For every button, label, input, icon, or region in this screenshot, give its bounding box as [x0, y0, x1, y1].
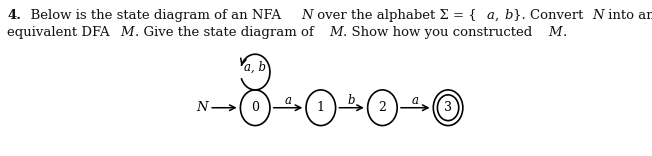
Text: 4.: 4.	[7, 9, 22, 22]
Text: N: N	[196, 101, 207, 114]
Text: equivalent DFA: equivalent DFA	[7, 27, 114, 39]
Text: . Give the state diagram of: . Give the state diagram of	[135, 27, 318, 39]
Text: 2: 2	[378, 101, 387, 114]
Text: b: b	[348, 94, 355, 107]
Text: 1: 1	[317, 101, 325, 114]
Text: Below is the state diagram of an NFA: Below is the state diagram of an NFA	[22, 9, 286, 22]
Text: over the alphabet Σ = {: over the alphabet Σ = {	[314, 9, 477, 22]
Text: b: b	[504, 9, 512, 22]
Text: N: N	[301, 9, 313, 22]
Text: }. Convert: }. Convert	[513, 9, 587, 22]
Text: M: M	[329, 27, 342, 39]
Text: . Show how you constructed: . Show how you constructed	[343, 27, 537, 39]
Text: .: .	[563, 27, 567, 39]
Text: ,: ,	[495, 9, 503, 22]
Text: a: a	[411, 94, 419, 107]
Text: N: N	[592, 9, 604, 22]
Text: a, b: a, b	[244, 61, 266, 74]
Text: 3: 3	[444, 101, 452, 114]
Text: M: M	[548, 27, 562, 39]
Text: into an: into an	[604, 9, 652, 22]
Text: 0: 0	[251, 101, 259, 114]
Text: a: a	[284, 94, 291, 107]
Text: a: a	[487, 9, 495, 22]
Text: M: M	[121, 27, 134, 39]
